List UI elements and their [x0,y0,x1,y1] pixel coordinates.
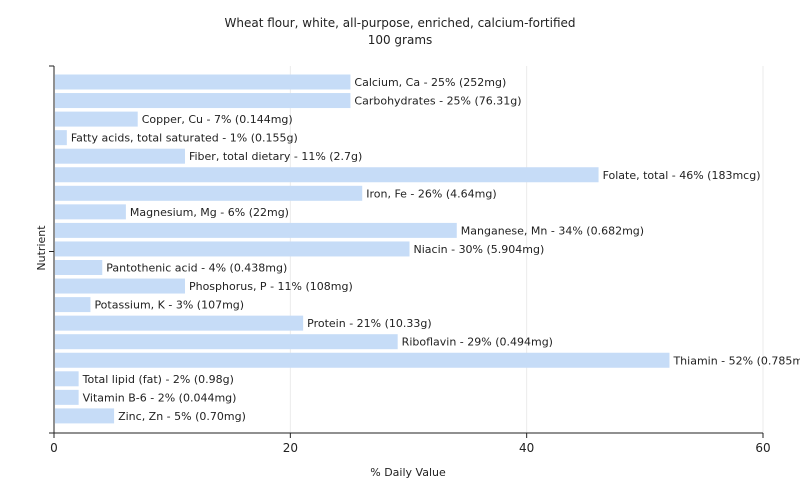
bar-label: Fiber, total dietary - 11% (2.7g) [189,150,362,163]
bar-label: Pantothenic acid - 4% (0.438mg) [106,262,287,275]
bar-label: Thiamin - 52% (0.785mg) [672,354,800,367]
bar [55,93,351,109]
bar-label: Copper, Cu - 7% (0.144mg) [142,113,293,126]
bar [55,204,126,220]
bar-label: Iron, Fe - 26% (4.64mg) [366,187,496,200]
bar [55,297,91,313]
bar [55,315,304,331]
bar-label: Protein - 21% (10.33g) [307,317,432,330]
y-axis-title: Nutrient [35,225,48,271]
bar [55,185,363,201]
bar-label: Fatty acids, total saturated - 1% (0.155… [71,132,298,145]
bar-label: Phosphorus, P - 11% (108mg) [189,280,353,293]
bar [55,352,670,368]
bar-label: Riboflavin - 29% (0.494mg) [402,336,553,349]
bar-label: Niacin - 30% (5.904mg) [414,243,545,256]
bar [55,241,410,257]
bar-label: Manganese, Mn - 34% (0.682mg) [461,224,644,237]
bar-label: Potassium, K - 3% (107mg) [94,299,244,312]
axes: 0 20 40 60 [49,65,771,455]
bar-label: Carbohydrates - 25% (76.31g) [354,95,521,108]
bar-label: Total lipid (fat) - 2% (0.98g) [82,373,234,386]
x-tick-label: 60 [755,441,770,455]
x-tick-label: 20 [283,441,298,455]
x-tick-label: 0 [50,441,58,455]
chart-subtitle: 100 grams [368,33,433,47]
bar [55,408,115,424]
bars: Calcium, Ca - 25% (252mg) Carbohydrates -… [55,74,800,424]
bar-label: Vitamin B-6 - 2% (0.044mg) [83,391,237,404]
bar [55,371,79,387]
bar [55,334,398,350]
bar [55,389,79,405]
x-axis-title: % Daily Value [370,466,446,479]
bar-label: Folate, total - 46% (183mcg) [603,169,761,182]
bar [55,260,103,275]
bar [55,148,185,164]
bar-label: Magnesium, Mg - 6% (22mg) [130,206,289,219]
bar [55,74,351,90]
bar-label: Zinc, Zn - 5% (0.70mg) [118,410,246,423]
bar-label: Calcium, Ca - 25% (252mg) [354,76,506,89]
chart-title: Wheat flour, white, all-purpose, enriche… [224,16,575,30]
bar [55,130,67,146]
bar [55,167,599,183]
bar [55,278,185,294]
x-tick-label: 40 [519,441,534,455]
bar [55,111,138,127]
bar [55,222,457,238]
